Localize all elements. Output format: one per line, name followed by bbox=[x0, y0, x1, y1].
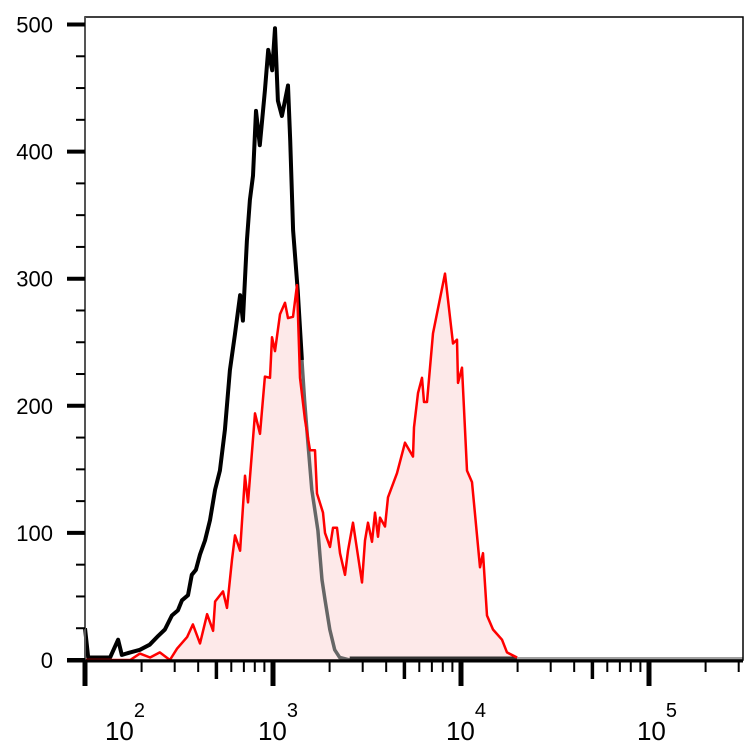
x-tick-exponent: 5 bbox=[666, 700, 677, 722]
y-tick-label: 0 bbox=[41, 648, 53, 673]
y-tick-label: 200 bbox=[16, 394, 53, 419]
stained-histogram-fill bbox=[85, 273, 743, 660]
fill-layer bbox=[85, 273, 743, 660]
x-tick-exponent: 4 bbox=[475, 700, 486, 722]
x-tick-label: 103 bbox=[258, 700, 298, 746]
x-tick-label: 104 bbox=[446, 700, 486, 746]
x-tick-exponent: 3 bbox=[287, 700, 298, 722]
control-histogram-line bbox=[83, 26, 304, 660]
y-tick-label: 500 bbox=[16, 13, 53, 38]
y-tick-label: 300 bbox=[16, 267, 53, 292]
x-tick-base: 10 bbox=[258, 716, 287, 746]
line-layer bbox=[83, 26, 743, 662]
y-tick-label: 100 bbox=[16, 521, 53, 546]
y-tick-label: 400 bbox=[16, 140, 53, 165]
x-tick-label: 102 bbox=[105, 700, 145, 746]
x-tick-base: 10 bbox=[637, 716, 666, 746]
x-tick-base: 10 bbox=[105, 716, 134, 746]
x-tick-base: 10 bbox=[446, 716, 475, 746]
stained-histogram-line bbox=[85, 272, 518, 662]
x-tick-label: 105 bbox=[637, 700, 677, 746]
x-tick-exponent: 2 bbox=[134, 700, 145, 722]
y-axis: 0 100 200 300 400 500 bbox=[16, 13, 85, 673]
